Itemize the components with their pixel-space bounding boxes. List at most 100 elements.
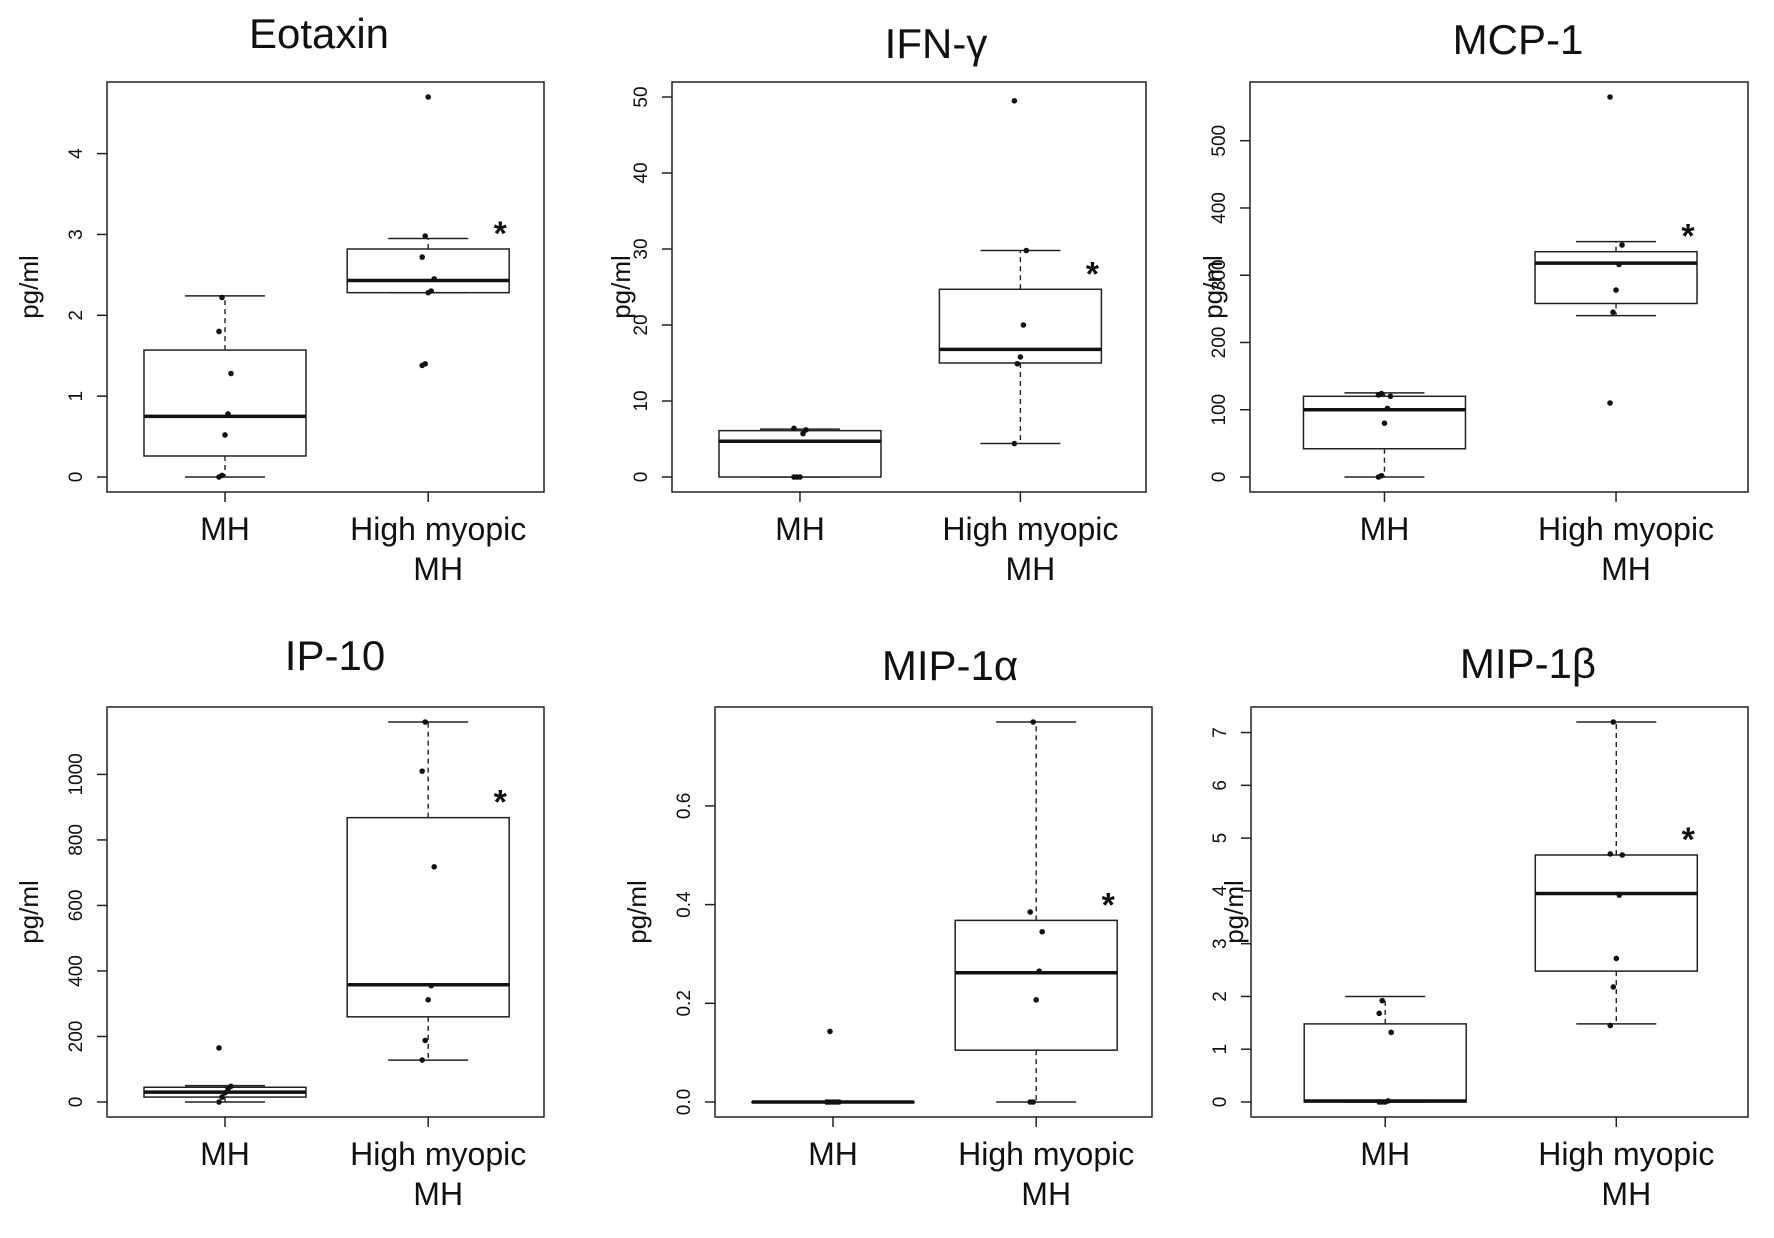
panel-3-high-myopic-mh-data-point [1607,400,1613,406]
panel-1-y-axis-label: pg/ml [14,255,44,319]
panel-4-significance-marker: * [494,784,508,822]
panel-3-y-tick-label: 300 [1209,259,1230,291]
panel-2-y-tick-label: 30 [631,238,652,259]
panel-3-y-axis-label: pg/ml [1198,255,1228,319]
panel-6-mh-box [1303,1023,1467,1103]
panel-2-high-myopic-mh-data-point [1011,98,1018,104]
panel-5-significance-marker: * [1102,886,1116,924]
panel-3-x-tick-label: MH [1360,511,1410,547]
panel-5-y-tick-label: 0.0 [674,1089,695,1115]
panel-3-mh-data-point [1381,420,1388,426]
panel-3-high-myopic-mh-data-point [1610,309,1616,316]
panel-6-y-tick-label: 3 [1210,938,1231,949]
panel-6-y-tick-label: 0 [1210,1097,1231,1108]
panel-4-high-myopic-mh-data-point [431,863,437,870]
panel-2-mh-data-point [797,474,803,480]
panel-3-high-myopic-mh-data-point [1619,242,1625,248]
panel-3-high-myopic-mh-data-point [1616,261,1622,268]
panel-1-high-myopic-mh-data-point [422,233,428,239]
panel-3-high-myopic-mh-data-point [1613,287,1619,293]
panel-4-y-tick-label: 400 [66,955,87,987]
panel-3-y-tick-label: 0 [1209,472,1230,483]
panel-3-mh-data-point [1378,472,1385,479]
panel-4-y-tick-label: 0 [66,1097,87,1108]
panel-6-high-myopic-mh-data-point [1610,984,1617,990]
panel-2-high-myopic-mh-data-point [1023,247,1030,254]
panel-4-y-tick-label: 200 [66,1021,87,1053]
panel-4-high-myopic-mh-box [346,816,510,1018]
panel-1-y-tick-label: 0 [66,472,87,483]
panel-2-high-myopic-mh-data-point [1020,322,1027,328]
panel-5-high-myopic-mh-data-point [1030,1099,1036,1105]
panel-1-high-myopic-mh-data-point [425,94,431,100]
panel-1-high-myopic-mh-data-point [422,361,428,367]
panel-5-y-axis-label: pg/ml [622,880,652,944]
panel-5-y-tick-label: 0.4 [674,891,695,918]
panel-5-mh-data-point [827,1028,833,1035]
panel-6-y-tick-label: 1 [1210,1044,1231,1055]
panel-1-mh-data-point [228,370,234,377]
panel-2-x-tick-label: MH [1006,551,1056,587]
panel-2-y-axis-label: pg/ml [606,255,636,319]
panel-1-y-tick-label: 1 [66,391,87,402]
panel-1-mh-data-point [219,294,225,301]
panel-1-high-myopic-mh-box [346,248,510,294]
panel-3-high-myopic-mh-box [1534,250,1698,305]
panel-3-y-tick-label: 400 [1209,192,1230,224]
panel-1-mh-data-point [222,432,228,438]
panel-6-high-myopic-mh-data-point [1619,852,1626,858]
panel-6-title: MIP-1β [1460,640,1596,687]
panel-2-y-tick-label: 40 [631,162,652,183]
panel-4-x-tick-label: High myopic [350,1136,526,1172]
panel-6-high-myopic-mh-data-point [1610,719,1617,725]
panel-5-mh-data-point [824,1099,830,1105]
panel-6-high-myopic-mh-data-point [1613,955,1620,962]
panel-3-plot-frame [1249,81,1749,493]
panel-6-plot-frame [1250,706,1749,1118]
panel-4-y-tick-label: 1000 [66,753,87,795]
panel-5-high-myopic-mh-box [954,919,1118,1051]
panel-1-mh-box [143,349,307,457]
panel-2-high-myopic-mh-data-point [1017,354,1024,360]
panel-4-high-myopic-mh-data-point [419,1057,425,1063]
panel-4-mh-data-point [219,1094,225,1100]
panel-6-x-tick-label: High myopic [1538,1136,1714,1172]
panel-5-title: MIP-1α [882,642,1018,689]
panel-6-significance-marker: * [1682,821,1696,859]
panel-2-mh-data-point [803,427,809,433]
panel-1-high-myopic-mh-data-point [428,288,434,294]
panel-3-significance-marker: * [1681,218,1695,256]
panel-6-y-tick-label: 2 [1210,991,1231,1002]
panel-1-high-myopic-mh-data-point [419,254,425,260]
panel-3-y-tick-label: 200 [1209,327,1230,359]
panel-2-y-tick-label: 50 [631,86,652,107]
panel-5-x-tick-label: MH [1021,1176,1071,1212]
panel-1-title: Eotaxin [249,10,389,57]
panel-4-plot-frame [106,706,545,1118]
panel-4-mh-data-point [222,1090,228,1096]
panel-1-y-tick-label: 4 [66,148,87,159]
panel-6-y-tick-label: 6 [1210,780,1231,791]
panel-5-high-myopic-mh-data-point [1033,997,1039,1003]
panel-2-significance-marker: * [1086,255,1100,293]
panel-4-y-axis-label: pg/ml [14,880,44,944]
panel-4-y-tick-label: 600 [66,890,87,922]
panel-6-y-tick-label: 7 [1210,727,1231,738]
panel-6-high-myopic-mh-data-point [1607,1022,1614,1029]
panel-5-mh-data-point [836,1099,842,1105]
panel-5-high-myopic-mh-data-point [1036,968,1042,975]
panel-5-y-tick-label: 0.2 [674,990,695,1016]
panel-1-mh-data-point [225,411,231,417]
panel-6-mh-data-point [1379,997,1385,1004]
panel-6-high-myopic-mh-data-point [1616,892,1623,898]
panel-6-high-myopic-mh-data-point [1607,851,1614,857]
panel-1-y-tick-label: 3 [66,229,87,240]
panel-3-mh-data-point [1387,393,1394,400]
panel-4-mh-data-point [216,1099,222,1105]
panel-3-high-myopic-mh-data-point [1607,94,1613,100]
panel-6-mh-data-point [1376,1010,1382,1017]
panel-4-high-myopic-mh-data-point [419,768,425,774]
panel-2-x-tick-label: High myopic [942,511,1118,547]
panel-3-x-tick-label: MH [1601,551,1651,587]
